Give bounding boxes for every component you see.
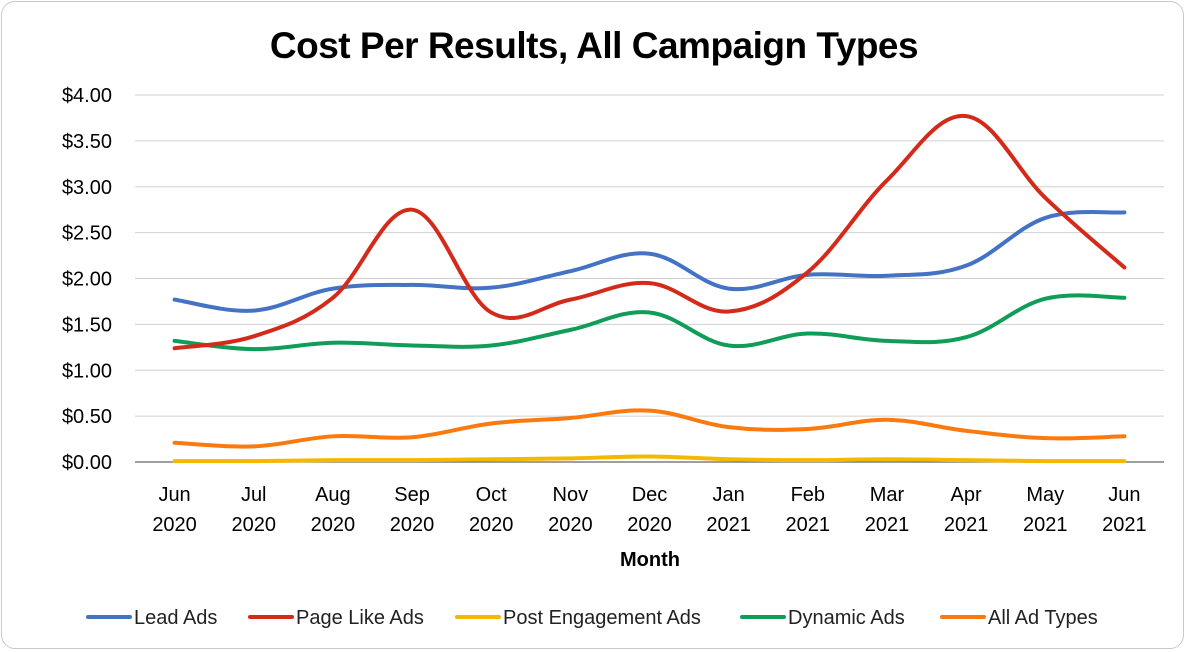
x-tick-label: Aug 2020 <box>311 484 356 536</box>
y-tick-label: $0.50 <box>62 406 112 428</box>
y-axis-ticks: $0.00 $0.50 $1.00 $1.50 $2.00 $2.50 $3.00 $3.50… <box>62 85 112 474</box>
legend-label: Dynamic Ads <box>788 607 905 629</box>
series-lines <box>172 114 1127 464</box>
x-tick-label: Dec 2020 <box>627 484 672 536</box>
y-tick-label: $0.00 <box>62 452 112 474</box>
x-tick-label: Apr 2021 <box>944 484 989 536</box>
legend-label: Page Like Ads <box>296 607 424 629</box>
x-tick-label: Feb 2021 <box>786 484 831 536</box>
y-tick-label: $3.00 <box>62 177 112 199</box>
y-tick-label: $4.00 <box>62 85 112 107</box>
legend-label: All Ad Types <box>988 607 1098 629</box>
x-tick-label: Jun 2020 <box>152 484 197 536</box>
x-tick-label: Jun 2021 <box>1102 484 1147 536</box>
legend-label: Lead Ads <box>134 607 217 629</box>
legend-label: Post Engagement Ads <box>503 607 701 629</box>
x-tick-label: Oct 2020 <box>469 484 514 536</box>
y-tick-label: $1.50 <box>62 314 112 336</box>
y-tick-label: $1.00 <box>62 360 112 382</box>
x-tick-label: Nov 2020 <box>548 484 593 536</box>
y-tick-label: $2.50 <box>62 223 112 245</box>
series-line-lead-ads <box>172 209 1127 313</box>
series-line-page-like-ads <box>172 114 1127 351</box>
x-tick-label: Jul 2020 <box>231 484 276 536</box>
x-axis-title: Month <box>620 549 680 571</box>
series-line-all-ad-types <box>172 408 1127 449</box>
x-tick-label: Sep 2020 <box>390 484 435 536</box>
x-tick-label: May 2021 <box>1023 484 1068 536</box>
y-tick-label: $3.50 <box>62 131 112 153</box>
series-line-post-engagement-ads <box>172 454 1127 464</box>
y-tick-label: $2.00 <box>62 269 112 291</box>
x-axis-ticks: Jun 2020 Jul 2020 Aug 2020 Sep 2020 Oct 2020 Nov 20… <box>152 484 1146 536</box>
gridlines <box>135 94 1164 417</box>
series-line-dynamic-ads <box>172 293 1127 352</box>
x-tick-label: Jan 2021 <box>706 484 751 536</box>
x-tick-label: Mar 2021 <box>865 484 910 536</box>
chart-title: Cost Per Results, All Campaign Types <box>270 25 918 66</box>
legend: Lead Ads Page Like Ads Post Engagement Ads… <box>86 607 1098 629</box>
